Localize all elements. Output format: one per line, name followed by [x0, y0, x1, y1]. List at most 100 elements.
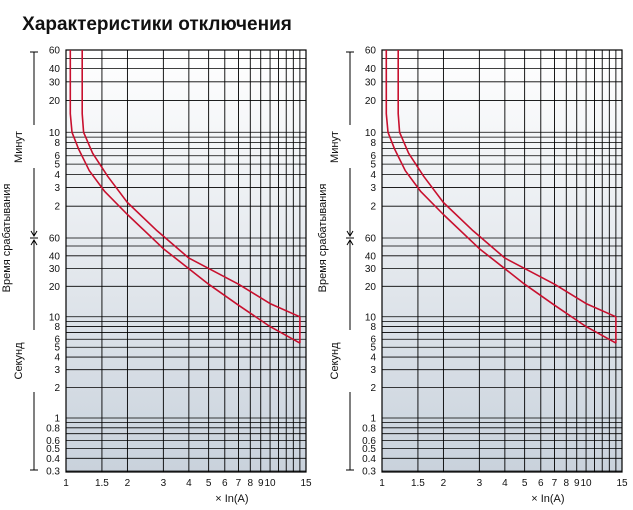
y-tick-label: 2	[54, 202, 60, 213]
y-tick-label: 30	[49, 77, 61, 88]
x-tick-label: 1	[379, 478, 385, 489]
x-tick-label: 1	[63, 478, 69, 489]
x-axis-label: × In(A)	[531, 493, 564, 505]
y-tick-label: 0.8	[362, 423, 376, 434]
y-tick-label: 4	[370, 353, 376, 364]
y-tick-label: 4	[54, 170, 60, 181]
x-tick-label: 6	[222, 478, 228, 489]
x-tick-label: 7	[552, 478, 558, 489]
bracket-arrow	[30, 239, 38, 246]
y-axis-label: Время срабатывания	[317, 184, 329, 293]
y-tick-label: 20	[49, 96, 61, 107]
y-tick-label: 5	[370, 343, 376, 354]
x-tick-label: 4	[502, 478, 508, 489]
y-tick-label: 10	[365, 128, 377, 139]
y-tick-label: 3	[370, 183, 376, 194]
bracket-arrow	[30, 230, 38, 237]
y-tick-label: 2	[54, 383, 60, 394]
x-tick-label: 10	[581, 478, 593, 489]
y-tick-label: 1	[54, 414, 60, 425]
x-axis-label: × In(A)	[215, 493, 248, 505]
x-tick-label: 9	[258, 478, 264, 489]
y-axis-label: Время срабатывания	[1, 184, 13, 293]
y-tick-label: 0.4	[46, 454, 60, 465]
seconds-label: Секунд	[329, 342, 341, 380]
y-tick-label: 30	[365, 77, 377, 88]
y-tick-label: 2	[370, 202, 376, 213]
y-tick-label: 60	[365, 46, 377, 57]
y-tick-label: 0.6	[46, 436, 60, 447]
y-tick-label: 2	[370, 383, 376, 394]
y-tick-label: 30	[49, 264, 61, 275]
y-tick-label: 20	[49, 282, 61, 293]
x-tick-label: 4	[186, 478, 192, 489]
trip-chart-2: Характеристики отключения604030201086543…	[317, 46, 628, 506]
x-tick-label: 3	[161, 478, 167, 489]
trip-curve-upper	[81, 50, 301, 318]
y-tick-label: 3	[54, 365, 60, 376]
y-tick-label: 40	[49, 64, 61, 75]
y-tick-label: 6	[54, 151, 60, 162]
plot-frame	[65, 49, 307, 473]
plot-background	[66, 50, 306, 472]
plot-frame	[381, 49, 623, 473]
x-tick-label: 5	[522, 478, 528, 489]
y-tick-label: 0.5	[362, 444, 376, 455]
x-tick-label: 3	[477, 478, 483, 489]
y-tick-label: 8	[370, 322, 376, 333]
y-tick-label: 60	[49, 46, 61, 57]
y-tick-label: 0.3	[46, 467, 60, 478]
y-tick-label: 8	[54, 138, 60, 149]
y-tick-label: 8	[54, 322, 60, 333]
y-tick-label: 10	[365, 312, 377, 323]
bracket-arrow	[346, 230, 354, 237]
time-scale-bracket	[30, 51, 38, 471]
y-tick-label: 30	[365, 264, 377, 275]
x-tick-label: 6	[538, 478, 544, 489]
y-tick-label: 5	[54, 160, 60, 171]
y-tick-label: 0.8	[46, 423, 60, 434]
y-tick-label: 10	[49, 312, 61, 323]
y-tick-label: 6	[370, 151, 376, 162]
x-tick-label: 1.5	[411, 478, 425, 489]
y-tick-label: 20	[365, 96, 377, 107]
x-tick-label: 5	[206, 478, 212, 489]
x-tick-label: 9	[574, 478, 580, 489]
y-tick-label: 60	[49, 234, 61, 245]
bracket-arrow	[346, 239, 354, 246]
y-tick-label: 5	[370, 160, 376, 171]
y-tick-label: 10	[49, 128, 61, 139]
y-tick-label: 0.3	[362, 467, 376, 478]
x-tick-label: 15	[300, 478, 312, 489]
y-tick-label: 40	[365, 251, 377, 262]
y-tick-label: 8	[370, 138, 376, 149]
x-tick-label: 2	[441, 478, 447, 489]
y-tick-label: 0.4	[362, 454, 376, 465]
chart-title: Характеристики отключения	[22, 14, 292, 35]
minutes-label: Минут	[329, 131, 341, 163]
y-tick-label: 4	[370, 170, 376, 181]
y-tick-label: 0.6	[362, 436, 376, 447]
minutes-label: Минут	[13, 131, 25, 163]
x-tick-label: 8	[248, 478, 254, 489]
x-tick-label: 8	[564, 478, 570, 489]
trip-chart-1: Характеристики отключения604030201086543…	[1, 14, 312, 505]
trip-curve-lower	[385, 50, 617, 344]
y-tick-label: 5	[54, 343, 60, 354]
y-tick-label: 6	[54, 335, 60, 346]
y-tick-label: 40	[365, 64, 377, 75]
time-scale-bracket	[346, 51, 354, 471]
y-tick-label: 3	[370, 365, 376, 376]
x-tick-label: 10	[265, 478, 277, 489]
y-tick-label: 3	[54, 183, 60, 194]
x-tick-label: 7	[236, 478, 242, 489]
x-tick-label: 2	[125, 478, 131, 489]
y-tick-label: 60	[365, 234, 377, 245]
y-tick-label: 40	[49, 251, 61, 262]
seconds-label: Секунд	[13, 342, 25, 380]
y-tick-label: 1	[370, 414, 376, 425]
x-tick-label: 15	[616, 478, 628, 489]
x-tick-label: 1.5	[95, 478, 109, 489]
plot-background	[382, 50, 622, 472]
